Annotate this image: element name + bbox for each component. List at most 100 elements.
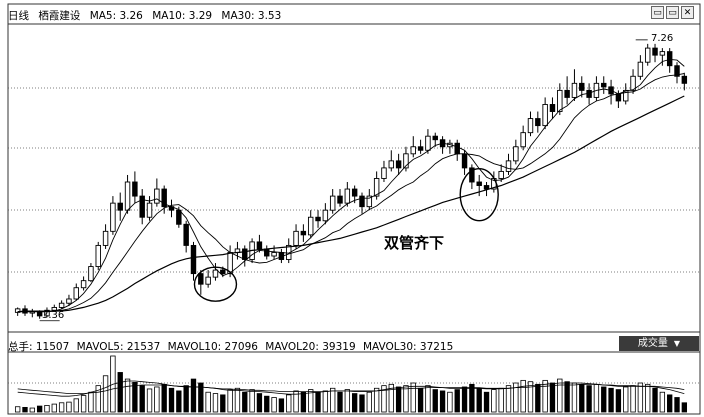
volume-bar <box>395 386 402 413</box>
ma30-value: MA30: 3.53 <box>221 10 282 22</box>
window-controls: ▭ ▭ ✕ <box>651 6 694 19</box>
volume-bar <box>454 389 460 413</box>
volume-bar <box>278 398 285 413</box>
volume-bar <box>124 378 131 413</box>
candle-up <box>542 104 548 127</box>
volume-bar <box>286 394 292 413</box>
candle-down <box>417 146 424 151</box>
candle-up <box>425 135 431 151</box>
mavol10-value: MAVOL10: 27096 <box>167 341 258 353</box>
ma30-line <box>17 95 685 313</box>
volume-bar <box>381 385 387 413</box>
candle-down <box>432 135 438 141</box>
volume-bar <box>432 389 438 413</box>
volume-bar <box>117 372 123 413</box>
candle-down <box>256 241 263 250</box>
candle-down <box>564 89 570 98</box>
candle-up <box>513 146 519 162</box>
volume-bar <box>220 394 226 413</box>
volume-bar <box>264 395 270 413</box>
candle-down <box>601 82 607 88</box>
chart-frame <box>7 3 701 415</box>
candle-down <box>461 153 468 169</box>
mavol5-value: MAVOL5: 21537 <box>76 341 161 353</box>
candle-up <box>388 160 395 169</box>
period-label[interactable]: 日线 <box>8 10 29 22</box>
volume-bar <box>579 383 585 413</box>
candle-up <box>329 195 336 211</box>
volume-bar <box>557 378 563 413</box>
volume-bar <box>198 382 204 413</box>
volume-bar <box>168 387 175 413</box>
candle-up <box>373 178 380 197</box>
indicator-selector[interactable]: 成交量 ▼ <box>619 336 699 351</box>
ma5-value: MA5: 3.26 <box>89 10 143 22</box>
stock-name: 栖霞建设 <box>38 10 81 22</box>
candle-down <box>190 244 197 275</box>
candle-down <box>220 269 226 275</box>
volume-bar <box>271 397 277 413</box>
candle-up <box>146 202 153 218</box>
candle-down <box>579 82 585 91</box>
volume-bar <box>29 407 35 413</box>
candle-up <box>381 167 387 179</box>
volume-bar <box>498 387 504 413</box>
ma10-value: MA10: 3.29 <box>152 10 213 22</box>
volume-bar <box>22 406 28 413</box>
volume-bar <box>154 386 160 413</box>
volume-bar <box>146 388 153 413</box>
volume-bar <box>417 387 424 413</box>
high-price-label: 7.26 <box>651 33 674 44</box>
candle-up <box>58 302 65 308</box>
volume-bar <box>447 391 453 413</box>
volume-bar <box>315 391 321 413</box>
candle-up <box>520 132 526 148</box>
candle-up <box>80 280 87 289</box>
candle-up <box>344 188 351 204</box>
candle-up <box>154 188 160 204</box>
volume-bar <box>102 375 109 413</box>
candle-up <box>212 269 219 278</box>
volume-bar <box>461 386 468 413</box>
candle-up <box>659 51 666 56</box>
candle-up <box>307 216 314 236</box>
volume-bar <box>330 387 336 413</box>
candle-down <box>674 65 680 77</box>
candle-down <box>549 104 556 112</box>
volume-bar <box>139 385 145 413</box>
volume-bar <box>469 383 475 413</box>
restore-icon[interactable]: ▭ <box>651 6 664 19</box>
candle-down <box>483 185 490 190</box>
candle-down <box>183 223 189 246</box>
mavol20-value: MAVOL20: 39319 <box>265 341 356 353</box>
candle-up <box>286 244 292 260</box>
pattern-annotation: 双管齐下 <box>384 234 445 252</box>
volume-bar <box>205 391 211 413</box>
volume-bar <box>58 402 65 413</box>
volume-bar <box>344 389 351 413</box>
volume-bar <box>190 378 197 413</box>
candle-up <box>637 61 644 77</box>
candle-down <box>454 142 460 155</box>
candle-up <box>271 252 277 257</box>
volume-bar <box>681 402 688 413</box>
candle-up <box>498 170 504 179</box>
highlight-ellipse-1 <box>193 266 238 302</box>
volume-bar <box>513 382 519 413</box>
volume-bar <box>256 393 263 413</box>
candle-up <box>505 160 512 172</box>
volume-bar <box>652 387 658 413</box>
maximize-icon[interactable]: ▭ <box>666 6 679 19</box>
ma5-line <box>17 58 685 313</box>
candle-down <box>395 160 402 169</box>
volume-bar <box>491 389 497 413</box>
candle-down <box>264 248 270 257</box>
mavol30-value: MAVOL30: 37215 <box>362 341 454 353</box>
volume-bar <box>535 383 541 413</box>
volume-bar <box>242 391 248 413</box>
candle-down <box>300 230 307 236</box>
volume-bar <box>227 389 233 413</box>
close-icon[interactable]: ✕ <box>681 6 694 19</box>
candle-down <box>242 248 248 260</box>
